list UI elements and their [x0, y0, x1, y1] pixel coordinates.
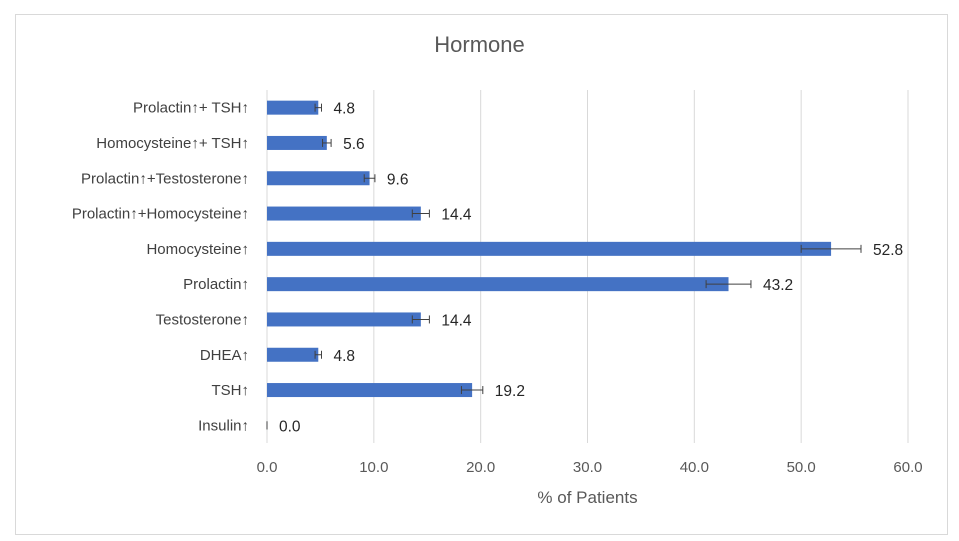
data-label: 4.8	[333, 348, 355, 365]
x-tick-label: 10.0	[359, 459, 388, 476]
data-label: 52.8	[873, 242, 903, 259]
data-label: 14.4	[441, 312, 472, 329]
data-label: 19.2	[495, 383, 525, 400]
bar	[267, 312, 421, 327]
bar	[267, 347, 319, 362]
data-label: 14.4	[441, 207, 472, 224]
bar	[267, 135, 327, 150]
bar	[267, 277, 729, 292]
x-tick-label: 60.0	[893, 459, 922, 476]
chart-title: Hormone	[434, 32, 525, 57]
category-label: Prolactin↑+ TSH↑	[133, 100, 249, 117]
category-label: Testosterone↑	[156, 311, 249, 328]
chart-frame	[15, 14, 948, 535]
x-tick-label: 40.0	[680, 459, 709, 476]
x-tick-label: 0.0	[257, 459, 278, 476]
category-label: Prolactin↑	[183, 276, 249, 293]
data-label: 5.6	[343, 136, 365, 153]
bar	[267, 383, 473, 398]
category-label: Insulin↑	[198, 417, 249, 434]
category-label: Prolactin↑+Testosterone↑	[81, 170, 249, 187]
x-tick-label: 50.0	[787, 459, 816, 476]
category-label: Homocysteine↑+ TSH↑	[96, 135, 249, 152]
x-tick-label: 20.0	[466, 459, 495, 476]
x-tick-label: 30.0	[573, 459, 602, 476]
bar	[267, 206, 421, 221]
data-label: 9.6	[387, 171, 409, 188]
category-label: Prolactin↑+Homocysteine↑	[72, 206, 249, 223]
bar	[267, 100, 319, 115]
data-label: 0.0	[279, 418, 301, 435]
category-label: DHEA↑	[200, 347, 249, 364]
bar	[267, 171, 370, 186]
bar	[267, 241, 832, 256]
category-label: Homocysteine↑	[146, 241, 249, 258]
x-axis-label: % of Patients	[537, 488, 638, 507]
category-label: TSH↑	[212, 382, 250, 399]
data-label: 43.2	[763, 277, 793, 294]
data-label: 4.8	[333, 101, 355, 118]
